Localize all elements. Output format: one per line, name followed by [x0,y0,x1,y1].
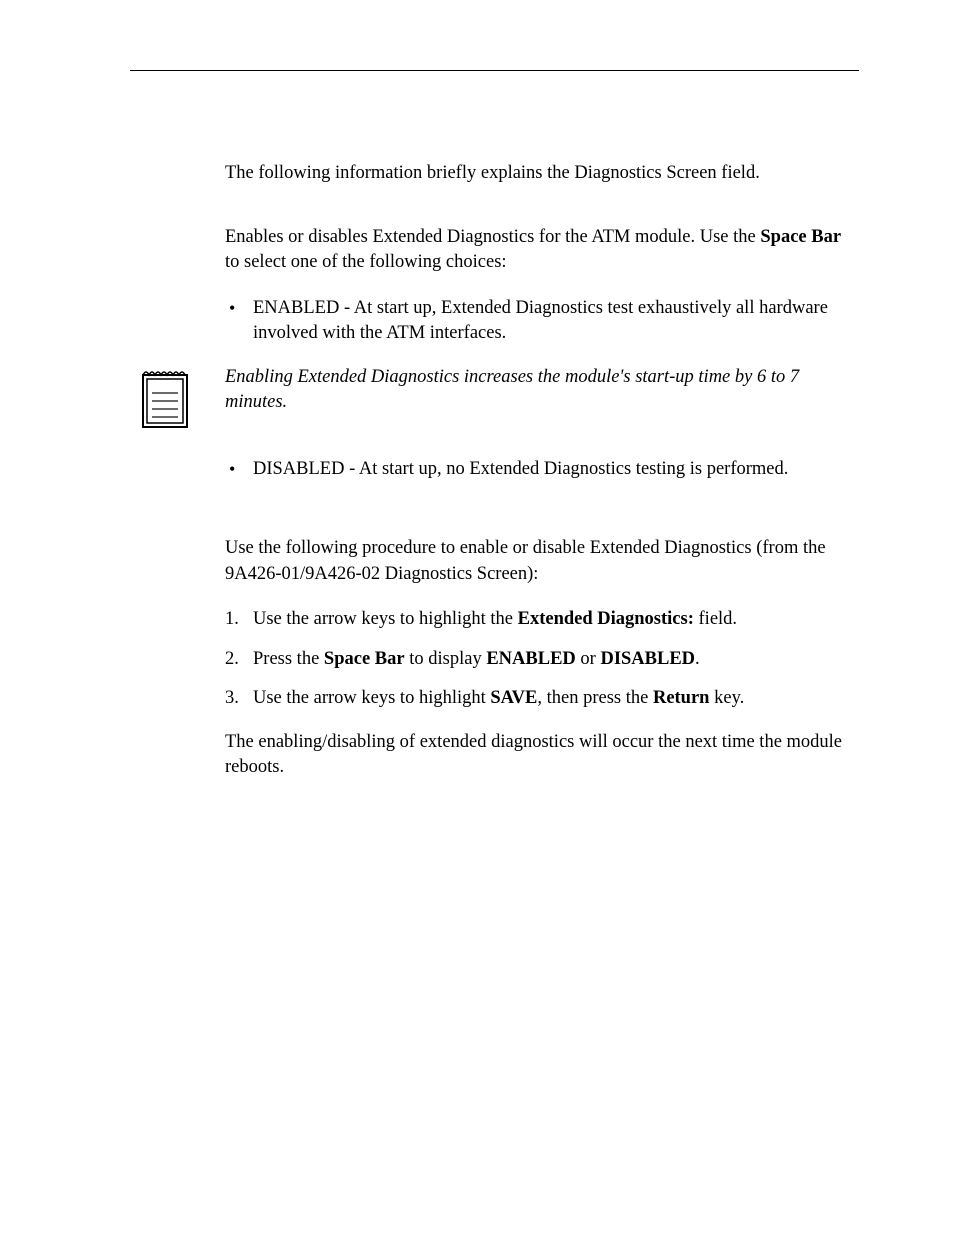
bold-enabled: ENABLED [486,649,575,669]
note-text: Enabling Extended Diagnostics increases … [225,365,859,416]
bold-save: SAVE [490,688,537,708]
bold-field-name: Extended Diagnostics: [518,609,694,629]
bold-disabled: DISABLED [600,649,695,669]
intro-paragraph: The following information briefly explai… [225,161,859,187]
notepad-icon [140,365,190,429]
step-item: Use the arrow keys to highlight SAVE, th… [225,686,859,712]
text-run: to select one of the following choices: [225,252,507,272]
text-run: Enables or disables Extended Diagnostics… [225,227,760,247]
list-item: DISABLED - At start up, no Extended Diag… [225,457,859,483]
options-list-2: DISABLED - At start up, no Extended Diag… [225,457,859,483]
text-run: . [695,649,700,669]
text-run: Use the arrow keys to highlight the [253,609,518,629]
document-page: The following information briefly explai… [0,0,954,1235]
text-run: Use the arrow keys to highlight [253,688,490,708]
options-list: ENABLED - At start up, Extended Diagnost… [225,296,859,347]
text-run: to display [405,649,487,669]
procedure-steps: Use the arrow keys to highlight the Exte… [225,607,859,712]
header-rule [130,70,859,71]
text-run: key. [709,688,744,708]
step-item: Use the arrow keys to highlight the Exte… [225,607,859,633]
procedure-intro: Use the following procedure to enable or… [225,536,859,587]
bold-space-bar: Space Bar [324,649,405,669]
text-run: , then press the [537,688,653,708]
step-item: Press the Space Bar to display ENABLED o… [225,647,859,673]
bold-return: Return [653,688,710,708]
text-run: or [576,649,601,669]
text-run: field. [694,609,737,629]
closing-paragraph: The enabling/disabling of extended diagn… [225,730,859,781]
list-item: ENABLED - At start up, Extended Diagnost… [225,296,859,347]
field-description: Enables or disables Extended Diagnostics… [225,225,859,276]
body-content: The following information briefly explai… [225,161,859,781]
note-icon-wrap [95,365,225,429]
note-block: Enabling Extended Diagnostics increases … [95,365,859,429]
bold-space-bar: Space Bar [760,227,841,247]
text-run: Press the [253,649,324,669]
